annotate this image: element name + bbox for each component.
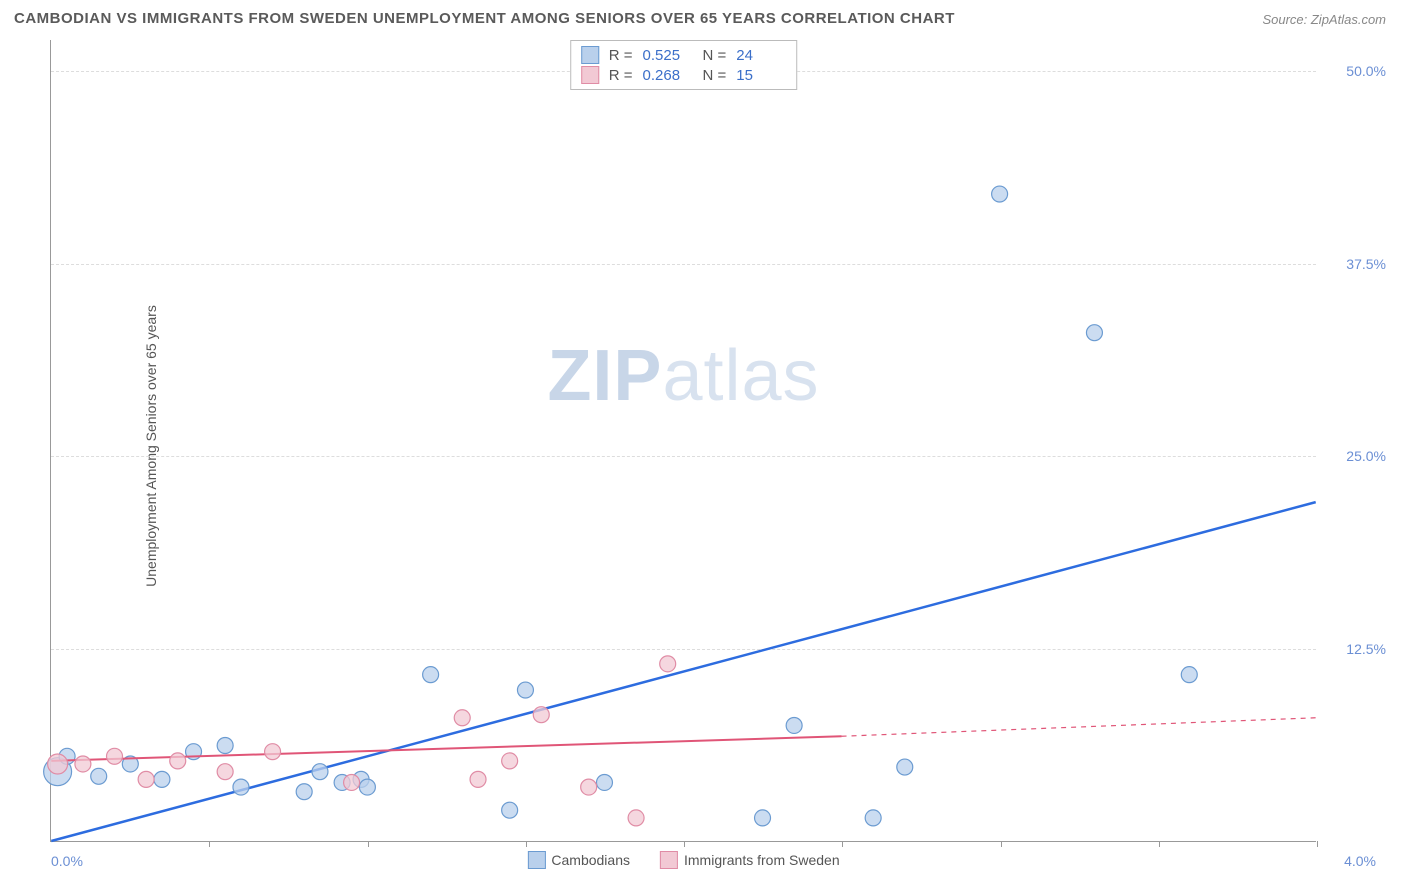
data-point	[312, 764, 328, 780]
legend-label: Cambodians	[551, 852, 630, 868]
data-point	[75, 756, 91, 772]
x-tick	[368, 841, 369, 847]
legend-item: Immigrants from Sweden	[660, 851, 840, 869]
data-point	[897, 759, 913, 775]
data-point	[596, 774, 612, 790]
x-axis-min-label: 0.0%	[51, 853, 83, 869]
data-point	[265, 744, 281, 760]
data-point	[454, 710, 470, 726]
stat-r-label: R =	[609, 47, 633, 64]
data-point	[154, 771, 170, 787]
legend-item: Cambodians	[527, 851, 630, 869]
stat-n-label: N =	[703, 67, 727, 84]
data-point	[107, 748, 123, 764]
plot-area: ZIPatlas R =0.525N =24R =0.268N =15 0.0%…	[50, 40, 1316, 842]
data-point	[91, 768, 107, 784]
stat-r-value: 0.525	[643, 47, 693, 64]
data-point	[533, 707, 549, 723]
series-swatch	[660, 851, 678, 869]
data-point	[502, 753, 518, 769]
data-point	[296, 784, 312, 800]
x-tick	[526, 841, 527, 847]
stat-r-value: 0.268	[643, 67, 693, 84]
y-tick-label: 50.0%	[1326, 63, 1386, 79]
x-axis-max-label: 4.0%	[1344, 853, 1376, 869]
data-point	[755, 810, 771, 826]
data-point	[865, 810, 881, 826]
data-point	[786, 717, 802, 733]
x-tick	[1317, 841, 1318, 847]
data-point	[423, 667, 439, 683]
legend: Cambodians Immigrants from Sweden	[527, 851, 839, 869]
data-point	[170, 753, 186, 769]
data-point	[502, 802, 518, 818]
data-point	[470, 771, 486, 787]
stats-box: R = 0.525 N = 24 R = 0.268 N = 15	[570, 40, 798, 90]
y-tick-label: 25.0%	[1326, 448, 1386, 464]
x-tick	[684, 841, 685, 847]
data-point	[344, 774, 360, 790]
legend-label: Immigrants from Sweden	[684, 852, 840, 868]
scatter-svg	[51, 40, 1316, 841]
chart-title: CAMBODIAN VS IMMIGRANTS FROM SWEDEN UNEM…	[14, 10, 955, 27]
series-swatch	[527, 851, 545, 869]
data-point	[1181, 667, 1197, 683]
series-swatch	[581, 46, 599, 64]
data-point	[138, 771, 154, 787]
data-point	[517, 682, 533, 698]
x-tick	[1001, 841, 1002, 847]
x-tick	[209, 841, 210, 847]
data-point	[628, 810, 644, 826]
data-point	[581, 779, 597, 795]
stat-n-value: 24	[736, 47, 786, 64]
x-tick	[842, 841, 843, 847]
y-tick-label: 12.5%	[1326, 641, 1386, 657]
data-point	[660, 656, 676, 672]
stats-row: R = 0.525 N = 24	[581, 45, 787, 65]
stat-n-label: N =	[703, 47, 727, 64]
data-point	[1086, 325, 1102, 341]
regression-line-extrapolated	[842, 718, 1316, 736]
data-point	[992, 186, 1008, 202]
stat-n-value: 15	[736, 67, 786, 84]
data-point	[48, 754, 68, 774]
data-point	[359, 779, 375, 795]
data-point	[217, 764, 233, 780]
stats-row: R = 0.268 N = 15	[581, 65, 787, 85]
series-swatch	[581, 66, 599, 84]
regression-line	[51, 736, 841, 761]
data-point	[233, 779, 249, 795]
x-tick	[1159, 841, 1160, 847]
data-point	[217, 738, 233, 754]
stat-r-label: R =	[609, 67, 633, 84]
chart-source: Source: ZipAtlas.com	[1262, 12, 1386, 27]
y-tick-label: 37.5%	[1326, 256, 1386, 272]
